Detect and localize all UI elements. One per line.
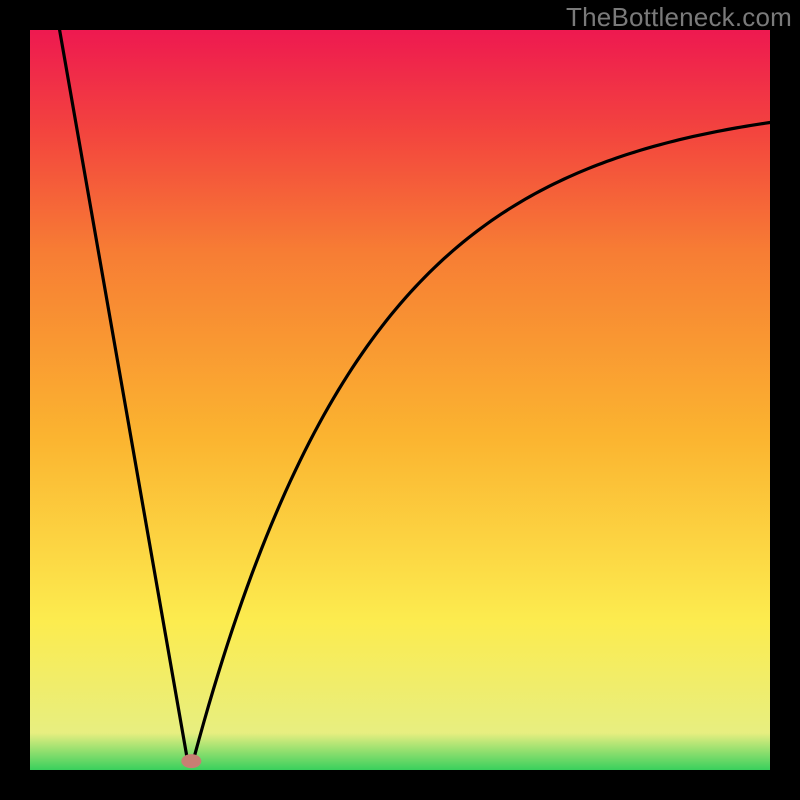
watermark-text: TheBottleneck.com	[566, 2, 792, 33]
bottleneck-chart	[0, 0, 800, 800]
vertex-marker	[181, 754, 201, 768]
chart-container: { "watermark": { "text": "TheBottleneck.…	[0, 0, 800, 800]
plot-background	[30, 30, 770, 770]
